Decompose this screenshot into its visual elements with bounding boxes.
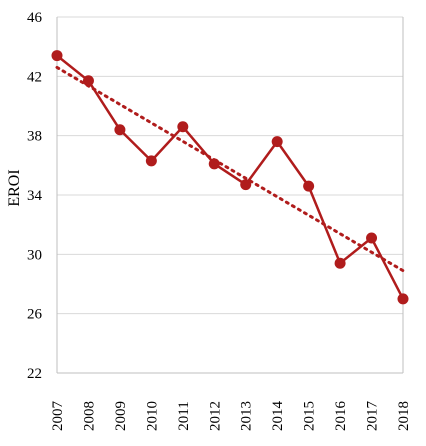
y-tick-label: 46 bbox=[27, 10, 43, 26]
y-tick-label: 34 bbox=[27, 188, 43, 204]
x-tick-label: 2013 bbox=[239, 401, 255, 431]
x-tick-label: 2018 bbox=[396, 401, 412, 431]
data-point bbox=[240, 179, 252, 191]
y-tick-label: 30 bbox=[27, 247, 42, 263]
y-tick-labels: 22 26 30 34 38 42 46 bbox=[27, 10, 43, 382]
y-tick-label: 42 bbox=[27, 69, 42, 85]
y-axis-title: EROI bbox=[6, 169, 23, 206]
data-point bbox=[397, 293, 409, 305]
x-tick-label: 2016 bbox=[333, 401, 349, 432]
x-tick-label: 2017 bbox=[365, 401, 381, 432]
trendline bbox=[55, 65, 405, 273]
data-point bbox=[82, 75, 94, 87]
gridlines bbox=[57, 16, 403, 374]
x-tick-labels: 2007 2008 2009 2010 2011 2012 2013 2014 2015 2016… bbox=[50, 401, 412, 432]
x-tick-label: 2012 bbox=[207, 401, 223, 431]
x-tick-label: 2009 bbox=[113, 401, 129, 431]
data-point bbox=[271, 136, 283, 148]
data-point bbox=[334, 257, 346, 269]
y-tick-label: 22 bbox=[27, 366, 42, 382]
y-tick-label: 38 bbox=[27, 129, 42, 145]
data-point bbox=[114, 124, 126, 136]
x-tick-label: 2007 bbox=[50, 401, 66, 432]
x-tick-label: 2008 bbox=[81, 401, 97, 431]
x-tick-label: 2014 bbox=[270, 401, 286, 432]
data-point bbox=[303, 180, 315, 192]
x-tick-label: 2015 bbox=[302, 401, 318, 431]
x-tick-label: 2010 bbox=[144, 401, 160, 431]
x-tick-label: 2011 bbox=[176, 401, 192, 430]
data-point bbox=[51, 50, 63, 62]
series bbox=[51, 50, 409, 305]
data-point bbox=[177, 121, 189, 133]
data-point bbox=[208, 158, 220, 170]
data-point bbox=[366, 232, 378, 244]
y-tick-label: 26 bbox=[27, 307, 43, 323]
data-point bbox=[145, 155, 157, 167]
axes bbox=[56, 17, 404, 374]
trendline-line bbox=[55, 65, 405, 273]
series-line bbox=[56, 54, 405, 300]
